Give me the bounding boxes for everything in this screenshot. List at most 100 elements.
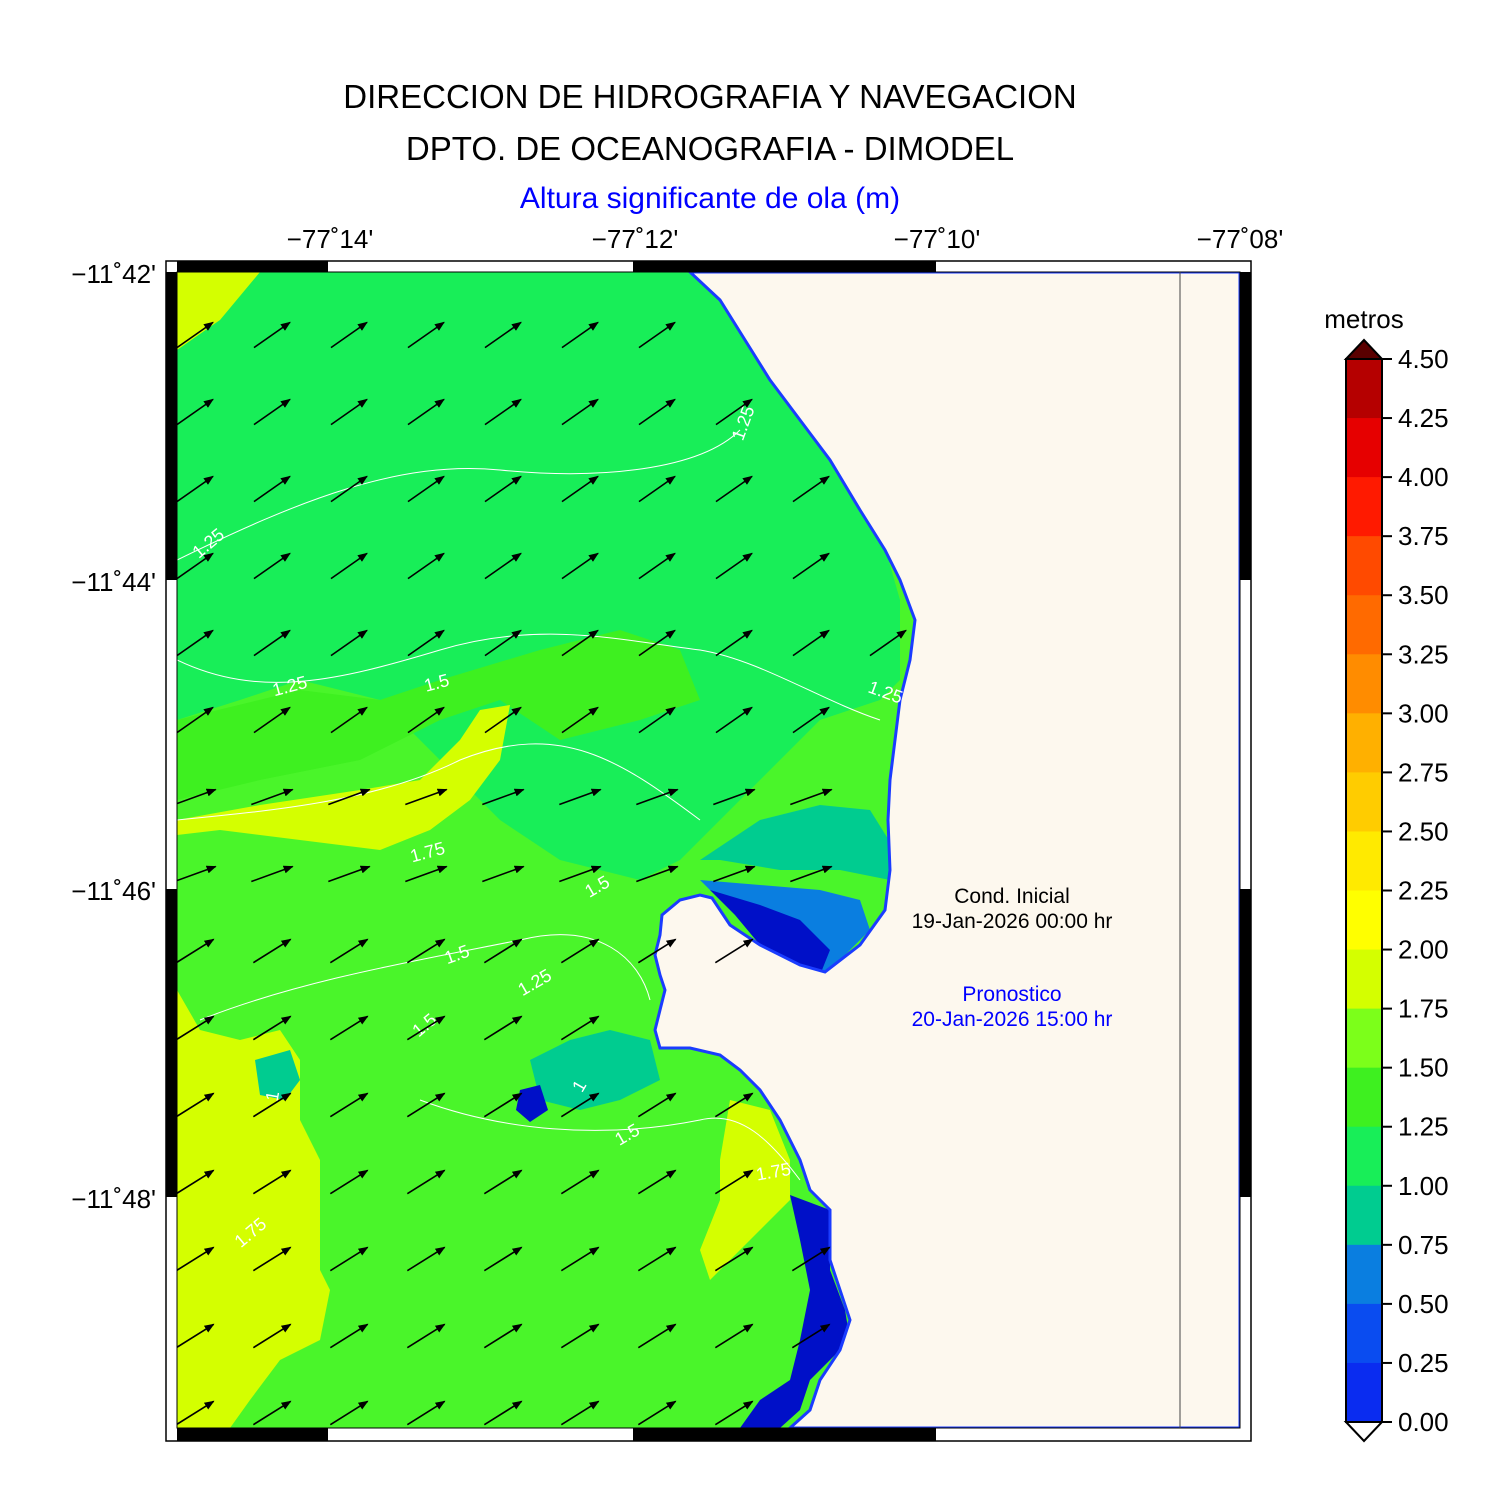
- wave-arrow: [483, 1400, 523, 1426]
- lon-tick-label: −77˚14': [287, 224, 374, 254]
- annotations: Cond. Inicial 19-Jan-2026 00:00 hr Prono…: [912, 885, 1113, 1031]
- colorbar-under-triangle: [1343, 1421, 1385, 1443]
- wave-arrow: [715, 629, 753, 657]
- colorbar-swatch: [1346, 890, 1382, 951]
- wave-arrow: [406, 938, 446, 964]
- map-variable-title: Altura significante de ola (m): [519, 182, 901, 215]
- wave-arrow: [329, 1092, 369, 1118]
- wave-arrow: [406, 1246, 446, 1272]
- wave-arrow: [561, 398, 599, 426]
- colorbar-label: 2.75: [1398, 757, 1449, 787]
- wave-arrow: [713, 865, 756, 883]
- wave-arrow: [714, 938, 754, 964]
- contour-band-1-25: [177, 272, 900, 880]
- wave-arrow: [177, 552, 214, 580]
- wave-arrow: [483, 1246, 523, 1272]
- wave-arrow: [177, 398, 214, 426]
- colorbar-unit: metros: [1324, 304, 1403, 334]
- lat-labels: −11˚42' −11˚44' −11˚46' −11˚48': [71, 259, 156, 1214]
- wave-arrow: [637, 1169, 677, 1195]
- wave-arrow: [252, 1323, 292, 1349]
- contour-line-a: [177, 429, 741, 561]
- colorbar-swatch: [1346, 1126, 1382, 1187]
- wave-arrow: [484, 629, 522, 657]
- wave-arrow: [407, 706, 445, 734]
- colorbar-label: 4.25: [1398, 403, 1449, 433]
- wave-arrow: [559, 788, 602, 806]
- wave-arrow: [484, 398, 522, 426]
- contour-band-1-75-s: [700, 1100, 790, 1280]
- colorbar: metros 4.50 4.25 4.00 3.75 3.50 3.25 3.00 2.75 2…: [1324, 304, 1449, 1443]
- colorbar-label: 1.00: [1398, 1171, 1449, 1201]
- wave-arrow: [329, 938, 369, 964]
- cond-inicial-title: Cond. Inicial: [954, 885, 1070, 908]
- map-area: [177, 272, 1240, 1428]
- contour-line-e: [419, 1099, 801, 1181]
- wave-arrow: [252, 1092, 292, 1118]
- wave-arrow: [177, 1246, 215, 1272]
- wave-arrow: [177, 788, 217, 805]
- contour-band-1-75-mid: [177, 705, 510, 850]
- wave-arrow: [638, 552, 676, 580]
- wave-arrow: [177, 1323, 215, 1349]
- wave-arrow: [406, 1400, 446, 1426]
- wave-arrow: [252, 1015, 292, 1041]
- wave-arrow: [177, 475, 214, 503]
- colorbar-swatch: [1346, 359, 1382, 419]
- wave-arrow: [177, 1400, 215, 1426]
- wave-arrow: [484, 706, 522, 734]
- wave-arrow: [253, 321, 291, 349]
- wave-arrow: [791, 1323, 831, 1349]
- colorbar-label: 2.50: [1398, 816, 1449, 846]
- wave-arrow: [177, 321, 214, 349]
- colorbar-swatch: [1346, 713, 1382, 773]
- lat-tick-label: −11˚42': [71, 259, 156, 289]
- wave-arrow: [330, 398, 368, 426]
- wave-arrow: [637, 938, 677, 964]
- wave-arrow: [484, 475, 522, 503]
- colorbar-swatch: [1346, 831, 1382, 891]
- pronostico-title: Pronostico: [962, 983, 1061, 1006]
- colorbar-swatch: [1346, 1067, 1382, 1128]
- colorbar-swatch: [1346, 1244, 1382, 1305]
- wave-arrow: [792, 629, 830, 657]
- colorbar-label: 4.50: [1398, 344, 1449, 374]
- wave-arrow: [792, 475, 830, 503]
- colorbar-swatch: [1346, 772, 1382, 832]
- contour-band-1-75-nw: [177, 272, 260, 350]
- wave-arrow: [252, 1246, 292, 1272]
- colorbar-swatch: [1346, 477, 1382, 537]
- wave-arrow: [561, 475, 599, 503]
- wave-arrow: [406, 1323, 446, 1349]
- wave-arrow: [484, 552, 522, 580]
- wave-arrow: [251, 788, 294, 806]
- title-line-2: DPTO. DE OCEANOGRAFIA - DIMODEL: [405, 130, 1015, 167]
- wave-direction-arrows: [177, 321, 907, 1426]
- colorbar-label: 1.75: [1398, 994, 1449, 1024]
- wave-arrow: [715, 552, 753, 580]
- colorbar-swatch: [1346, 1362, 1382, 1423]
- wave-arrow: [638, 398, 676, 426]
- wave-arrow: [714, 1169, 754, 1195]
- wave-arrow: [253, 398, 291, 426]
- lat-tick-label: −11˚46': [71, 876, 156, 906]
- wave-arrow: [407, 321, 445, 349]
- wave-arrow: [483, 1092, 523, 1118]
- contour-band-1-0-sw: [255, 1050, 300, 1100]
- wave-arrow: [329, 1169, 369, 1195]
- contour-line-c: [177, 743, 701, 821]
- colorbar-label: 3.00: [1398, 698, 1449, 728]
- cond-inicial-date: 19-Jan-2026 00:00 hr: [912, 910, 1113, 933]
- wave-arrow: [715, 706, 753, 734]
- wave-arrow: [483, 938, 523, 964]
- colorbar-label: 2.25: [1398, 876, 1449, 906]
- colorbar-label: 4.00: [1398, 462, 1449, 492]
- wave-arrow: [792, 706, 830, 734]
- lon-labels: −77˚14' −77˚12' −77˚10' −77˚08': [287, 224, 1284, 254]
- wave-arrow: [560, 1246, 600, 1272]
- wave-arrow: [253, 706, 291, 734]
- wave-arrow: [405, 865, 448, 883]
- wave-arrow: [714, 1092, 754, 1118]
- contour-line-d: [199, 934, 651, 1021]
- wave-arrow: [177, 1169, 215, 1195]
